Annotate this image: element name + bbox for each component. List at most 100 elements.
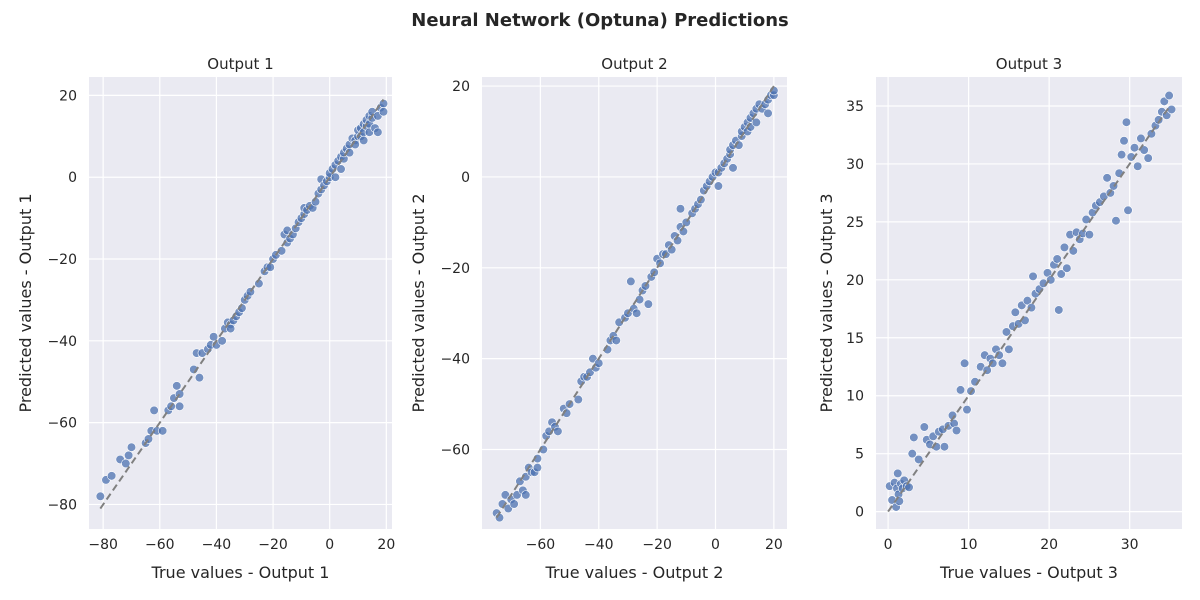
y-tick-label: 20 <box>59 88 77 104</box>
data-point <box>373 127 383 137</box>
y-tick-label: 20 <box>846 273 864 289</box>
identity-line <box>495 85 775 519</box>
data-point <box>1121 117 1132 127</box>
data-point <box>611 335 621 346</box>
y-tick-label: 0 <box>855 505 864 521</box>
data-point <box>909 432 919 443</box>
data-point <box>158 426 168 436</box>
x-tick-label: 0 <box>711 537 720 553</box>
data-point <box>194 373 205 383</box>
y-axis-label: Predicted values - Output 2 <box>409 193 428 412</box>
y-tick-label: −60 <box>440 443 470 459</box>
data-point <box>893 468 903 478</box>
x-tick-label: −40 <box>584 537 614 553</box>
x-axis-label: True values - Output 2 <box>545 563 724 582</box>
y-tick-label: 10 <box>846 389 864 405</box>
data-point <box>1054 305 1064 315</box>
data-point <box>713 181 724 191</box>
data-point <box>1129 143 1140 153</box>
data-point <box>1059 242 1070 252</box>
y-tick-label: 35 <box>846 99 864 115</box>
data-point <box>914 454 924 465</box>
x-tick-label: −40 <box>202 537 232 553</box>
data-point <box>728 163 738 173</box>
data-point <box>378 107 389 117</box>
data-point <box>939 442 950 452</box>
data-point <box>1136 133 1146 144</box>
identity-line <box>887 105 1171 513</box>
y-tick-label: −40 <box>47 334 77 350</box>
y-tick-label: −60 <box>47 416 77 432</box>
data-point <box>1111 216 1121 226</box>
data-point <box>951 425 962 436</box>
y-tick-label: −20 <box>47 252 77 268</box>
x-axis-label: True values - Output 1 <box>151 563 330 582</box>
data-point <box>149 405 159 415</box>
data-point <box>626 276 636 287</box>
y-tick-label: 5 <box>855 447 864 463</box>
x-tick-label: 20 <box>377 537 395 553</box>
figure-title: Neural Network (Optuna) Predictions <box>411 10 789 31</box>
data-point <box>217 336 227 346</box>
data-point <box>907 449 917 459</box>
y-tick-label: 0 <box>68 170 77 186</box>
data-point <box>1010 307 1020 317</box>
panel-title: Output 2 <box>601 55 667 73</box>
x-tick-label: 30 <box>1121 537 1139 553</box>
data-point <box>1056 269 1066 279</box>
data-point <box>962 405 972 415</box>
data-point <box>763 108 773 118</box>
data-point <box>172 381 182 391</box>
y-tick-label: 30 <box>846 157 864 173</box>
data-point <box>751 117 761 128</box>
data-point <box>1052 254 1062 264</box>
data-point <box>632 308 642 318</box>
data-point <box>1062 263 1072 273</box>
data-point <box>1143 153 1153 163</box>
y-tick-label: 25 <box>846 215 864 231</box>
data-point <box>121 458 131 469</box>
data-point <box>124 450 134 460</box>
data-point <box>276 246 287 256</box>
data-point <box>532 463 543 473</box>
x-tick-label: −60 <box>145 537 175 553</box>
data-point <box>959 358 970 368</box>
x-tick-label: 20 <box>765 537 783 553</box>
y-tick-label: 20 <box>452 79 470 95</box>
data-point <box>336 164 346 174</box>
data-point <box>1004 344 1014 354</box>
panel-title: Output 3 <box>996 55 1062 73</box>
data-point <box>1102 173 1112 183</box>
plot-panel-2: −60 −40 −20 0 20 −60 −40 −20 0 20 Output 2 True val… <box>409 55 787 582</box>
y-tick-label: −20 <box>440 261 470 277</box>
data-point <box>553 426 563 436</box>
data-point <box>1119 136 1129 146</box>
data-point <box>573 394 583 405</box>
data-point <box>1028 271 1038 281</box>
data-point <box>359 135 369 146</box>
x-tick-label: −80 <box>88 537 118 553</box>
data-point <box>1164 90 1174 101</box>
data-point <box>107 471 117 481</box>
y-axis-label: Predicted values - Output 3 <box>817 193 836 412</box>
data-point <box>330 172 340 182</box>
data-point <box>1001 327 1012 337</box>
y-tick-label: 0 <box>461 170 470 186</box>
data-point <box>919 422 929 432</box>
y-axis-label: Predicted values - Output 1 <box>16 193 35 412</box>
x-tick-label: 0 <box>325 537 334 553</box>
data-point <box>175 401 185 411</box>
data-point <box>904 482 914 492</box>
data-point <box>225 323 236 334</box>
x-tick-label: 20 <box>1040 537 1058 553</box>
y-tick-label: 15 <box>846 331 864 347</box>
y-tick-label: −40 <box>440 352 470 368</box>
x-tick-label: −60 <box>526 537 556 553</box>
data-point <box>955 385 966 395</box>
plot-panel-3: 0 10 20 30 0 5 10 15 20 25 30 35 Output 3 True values… <box>817 55 1182 582</box>
plot-panel-1: −80 −60 −40 −20 0 20 −80 −60 −40 −20 0 20 Output 1 Tr… <box>16 55 395 582</box>
data-point <box>997 358 1008 368</box>
data-point <box>521 490 531 500</box>
data-point <box>1084 230 1094 240</box>
